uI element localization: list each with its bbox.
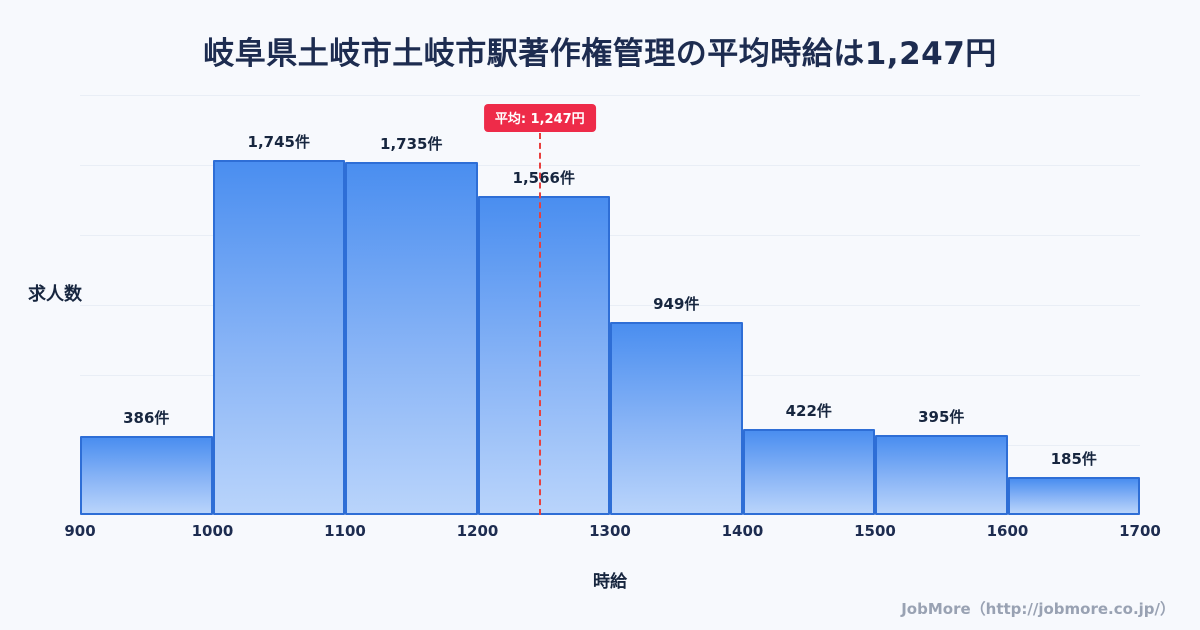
- bar-value-label: 949件: [653, 294, 700, 313]
- x-axis-tick: 1600: [986, 522, 1029, 540]
- gridline: [80, 235, 1140, 236]
- source-attribution: JobMore（http://jobmore.co.jp/）: [901, 600, 1175, 618]
- y-axis-label: 求人数: [28, 284, 82, 305]
- x-axis: 900 1000 1100 1200 1300 1400 1500 1600 1700: [64, 522, 1161, 544]
- histogram-bar: [875, 434, 1008, 515]
- bar-value-label: 386件: [123, 409, 170, 428]
- bar-value-label: 422件: [785, 402, 832, 421]
- average-line: [538, 133, 541, 515]
- x-axis-label: 時給: [593, 572, 627, 592]
- histogram-bar: [80, 436, 213, 515]
- x-axis-tick: 1300: [589, 522, 631, 540]
- gridline: [80, 305, 1140, 306]
- x-axis-tick: 1700: [1119, 522, 1161, 540]
- plot-area: 平均: 1,247円 386件 1,745件 1,735件 1,566件 949件 422…: [80, 95, 1140, 515]
- x-axis-tick: 1100: [324, 522, 366, 540]
- bar-value-label: 1,735件: [380, 135, 443, 154]
- average-badge: 平均: 1,247円: [483, 104, 596, 132]
- x-axis-tick: 1000: [191, 522, 234, 540]
- bar-value-label: 1,566件: [512, 169, 575, 188]
- histogram-bar: [610, 321, 743, 515]
- bar-value-label: 1,745件: [247, 133, 310, 151]
- x-axis-tick: 1400: [721, 522, 764, 540]
- x-axis-tick: 900: [64, 522, 96, 540]
- bar-value-label: 185件: [1050, 450, 1097, 469]
- gridline: [80, 165, 1140, 166]
- chart-title: 岐阜県土岐市土岐市駅著作権管理の平均時給は1,247円: [203, 36, 997, 72]
- histogram-bar: [477, 196, 610, 515]
- gridline: [80, 95, 1140, 96]
- histogram-bar: [212, 160, 345, 515]
- x-axis-tick: 1200: [456, 522, 499, 540]
- x-axis-tick: 1500: [854, 522, 896, 540]
- bar-value-label: 395件: [918, 407, 965, 426]
- histogram-bar: [345, 162, 478, 515]
- histogram-bar: [1007, 477, 1140, 515]
- histogram-bar: [742, 429, 875, 515]
